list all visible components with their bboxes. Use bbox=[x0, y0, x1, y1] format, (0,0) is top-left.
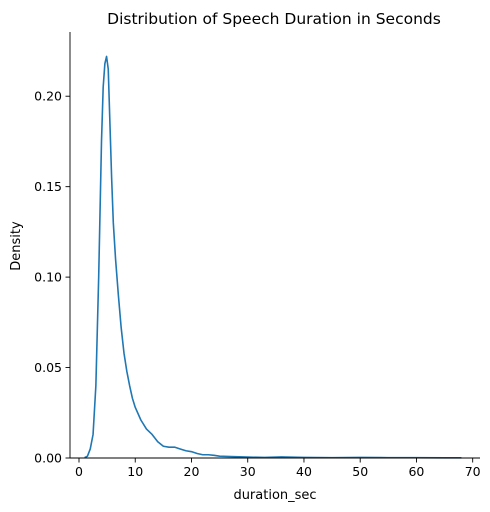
y-tick-label: 0.05 bbox=[34, 360, 62, 375]
x-tick-label: 40 bbox=[296, 464, 312, 479]
density-line bbox=[84, 55, 462, 459]
x-tick-label: 60 bbox=[408, 464, 424, 479]
x-axis-label: duration_sec bbox=[233, 488, 316, 503]
y-tick-label: 0.00 bbox=[34, 451, 62, 466]
x-tick-label: 0 bbox=[75, 464, 83, 479]
x-tick-label: 30 bbox=[240, 464, 256, 479]
y-tick-label: 0.10 bbox=[34, 270, 62, 285]
x-tick-label: 20 bbox=[184, 464, 200, 479]
chart-title: Distribution of Speech Duration in Secon… bbox=[107, 10, 441, 28]
y-axis-label: Density bbox=[9, 221, 24, 271]
y-tick-label: 0.20 bbox=[34, 89, 62, 104]
plot-area: 0 10 20 30 40 50 60 70 0.00 0.05 0.10 0.15 0.20 bbox=[34, 32, 481, 479]
y-tick-label: 0.15 bbox=[34, 179, 62, 194]
x-tick-label: 70 bbox=[465, 464, 481, 479]
x-tick-label: 50 bbox=[352, 464, 368, 479]
x-tick-label: 10 bbox=[127, 464, 143, 479]
